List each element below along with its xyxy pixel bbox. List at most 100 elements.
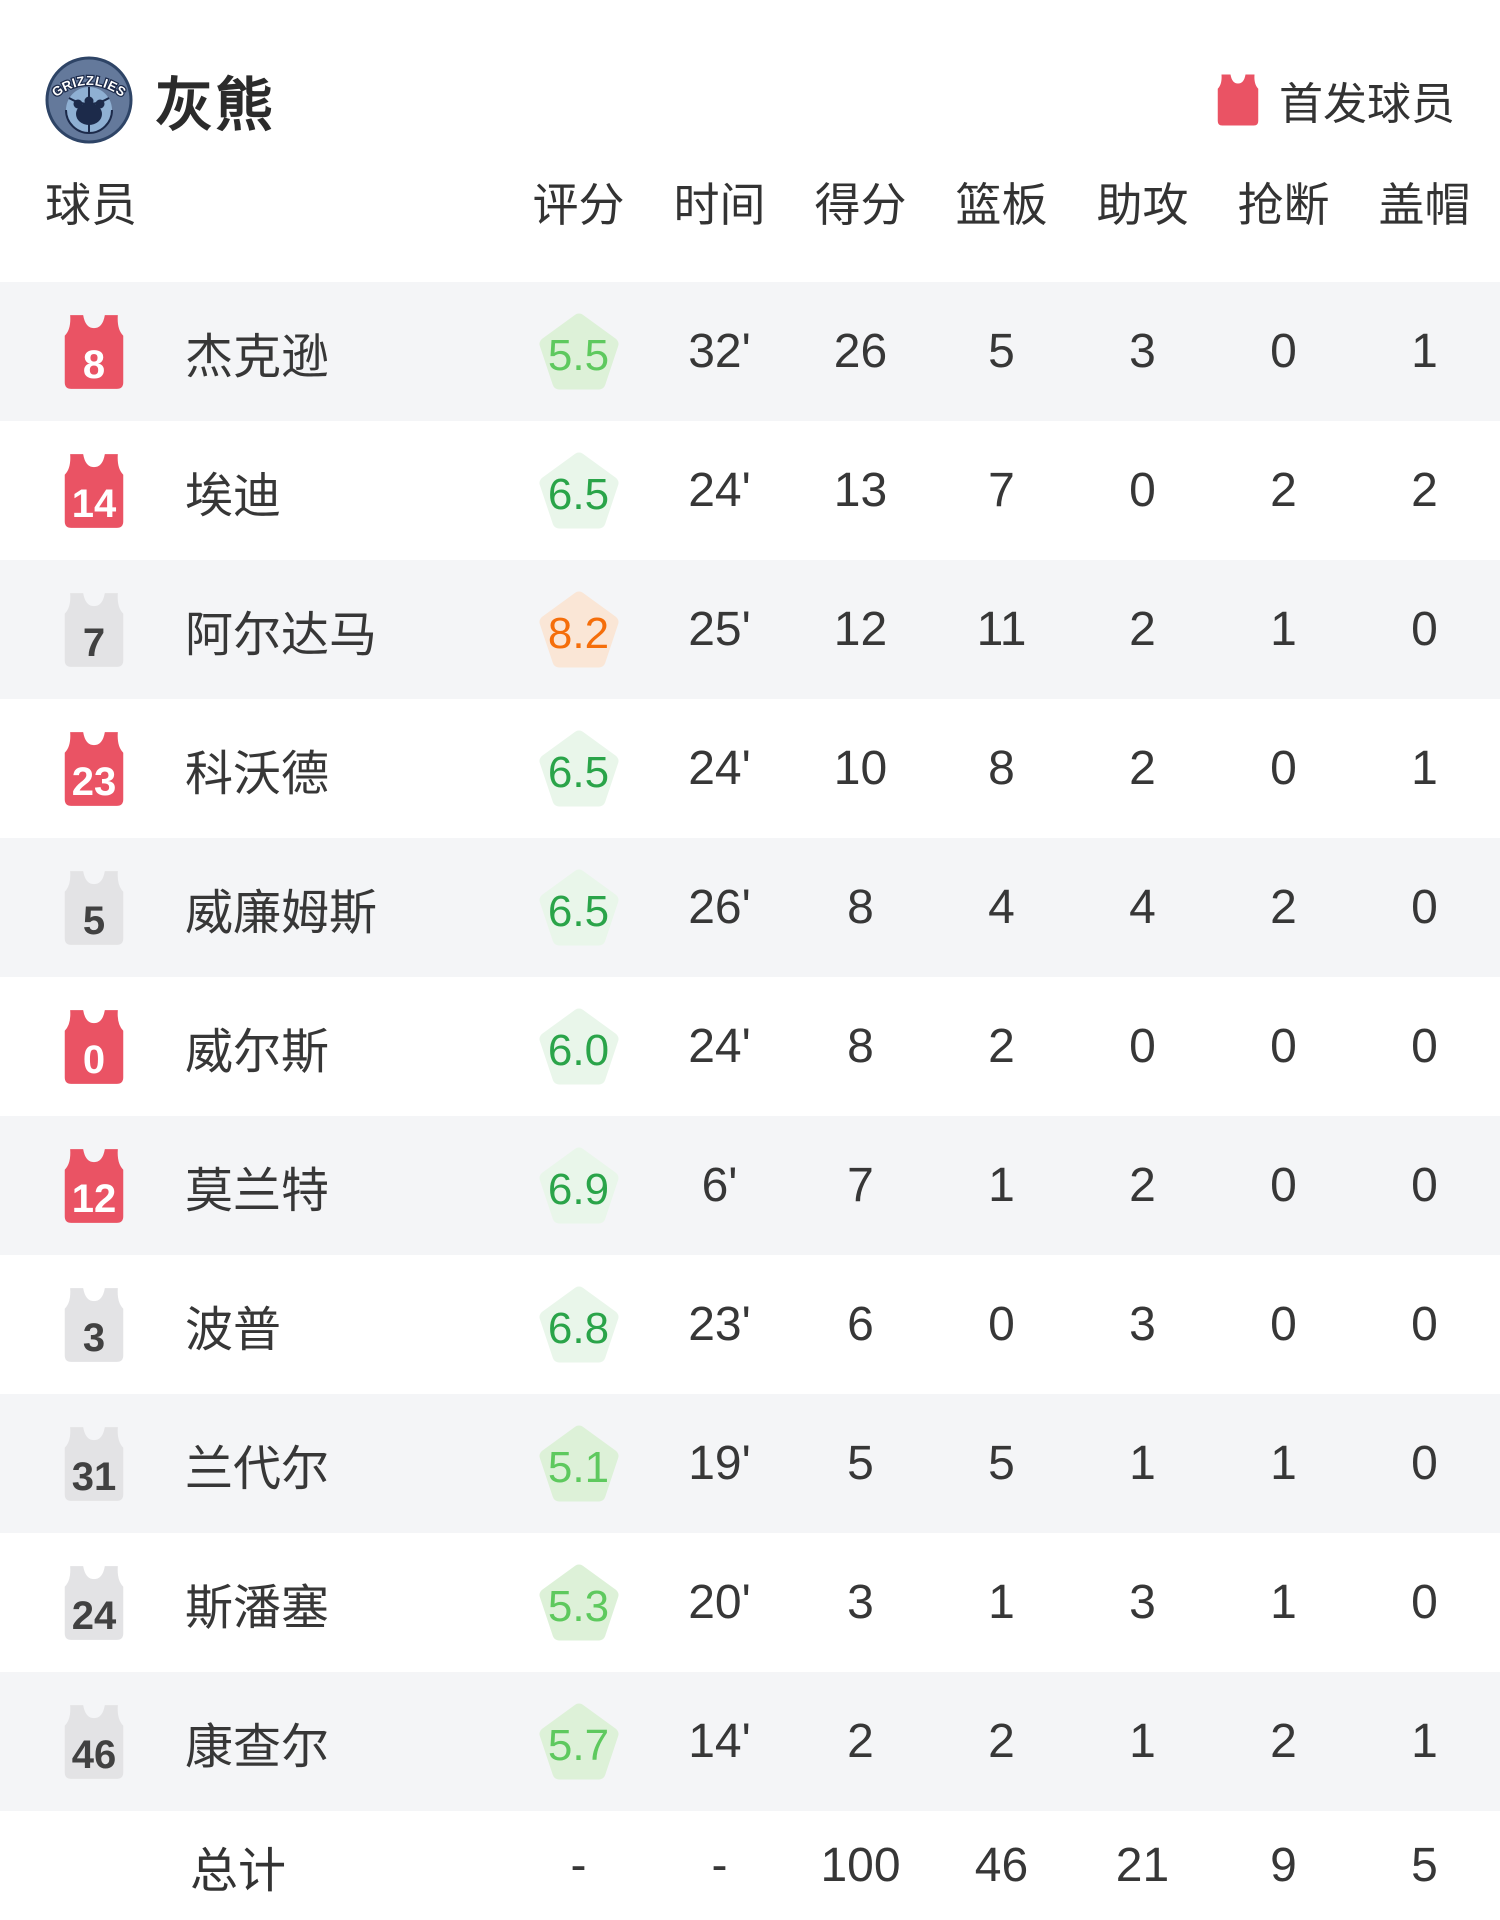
column-header-steals: 抢断 (1237, 179, 1330, 231)
stat-blocks: 0 (1411, 1159, 1438, 1212)
jersey-icon: 8 (61, 313, 127, 391)
rating-value: 6.9 (547, 1164, 610, 1214)
player-row[interactable]: 46 康查尔 5.7 14' 2 2 1 2 1 (0, 1672, 1500, 1811)
team-logo-icon: GRIZZLIES (45, 56, 133, 144)
jersey-icon: 24 (61, 1564, 127, 1642)
stat-steals: 0 (1270, 1298, 1297, 1351)
stat-assists: 0 (1129, 1020, 1156, 1073)
jersey-number: 0 (82, 1037, 106, 1082)
rating-value: 6.5 (547, 469, 610, 519)
stat-points: 12 (833, 603, 888, 656)
player-row[interactable]: 12 莫兰特 6.9 6' 7 1 2 0 0 (0, 1116, 1500, 1255)
player-row[interactable]: 0 威尔斯 6.0 24' 8 2 0 0 0 (0, 977, 1500, 1116)
stat-time: 25' (688, 603, 751, 656)
jersey-icon: 3 (61, 1286, 127, 1364)
rating-badge: 6.5 (539, 451, 619, 531)
rating-cell: 5.7 (508, 1702, 649, 1782)
player-row[interactable]: 5 威廉姆斯 6.5 26' 8 4 4 2 0 (0, 838, 1500, 977)
rating-cell: 6.8 (508, 1285, 649, 1365)
total-steals: 9 (1270, 1839, 1297, 1892)
rating-badge: 6.0 (539, 1007, 619, 1087)
starter-legend: 首发球员 (1215, 68, 1455, 132)
rating-value: 8.2 (547, 608, 610, 658)
player-name: 康查尔 (185, 1720, 330, 1774)
jersey-icon: 14 (61, 452, 127, 530)
player-row[interactable]: 24 斯潘塞 5.3 20' 3 1 3 1 0 (0, 1533, 1500, 1672)
stat-steals: 0 (1270, 1020, 1297, 1073)
column-header-points: 得分 (814, 179, 907, 231)
stat-rebounds: 2 (988, 1020, 1015, 1073)
rating-pentagon-icon (539, 313, 618, 389)
jersey-icon: 12 (61, 1147, 127, 1225)
stat-points: 8 (847, 1020, 874, 1073)
player-row[interactable]: 14 埃迪 6.5 24' 13 7 0 2 2 (0, 421, 1500, 560)
stat-steals: 0 (1270, 742, 1297, 795)
column-header-time: 时间 (673, 179, 766, 231)
column-header-blocks: 盖帽 (1378, 179, 1471, 231)
jersey-number: 12 (71, 1176, 117, 1221)
rating-badge: 5.5 (539, 312, 619, 392)
stat-assists: 2 (1129, 742, 1156, 795)
stat-steals: 1 (1270, 1576, 1297, 1629)
rating-pentagon-icon (539, 1286, 618, 1362)
player-name: 杰克逊 (185, 330, 330, 384)
player-cell: 24 斯潘塞 (45, 1564, 508, 1642)
rating-pentagon-icon (539, 869, 618, 945)
jersey-number: 3 (82, 1315, 106, 1360)
player-row[interactable]: 3 波普 6.8 23' 6 0 3 0 0 (0, 1255, 1500, 1394)
player-name: 科沃德 (185, 747, 330, 801)
stat-blocks: 0 (1411, 603, 1438, 656)
rating-pentagon-icon (539, 730, 618, 806)
stat-blocks: 0 (1411, 1298, 1438, 1351)
rating-badge: 8.2 (539, 590, 619, 670)
rating-cell: 6.9 (508, 1146, 649, 1226)
stat-blocks: 0 (1411, 881, 1438, 934)
player-row[interactable]: 31 兰代尔 5.1 19' 5 5 1 1 0 (0, 1394, 1500, 1533)
team-header: GRIZZLIES 灰熊 首发球员 (0, 0, 1500, 164)
rating-cell: 5.1 (508, 1424, 649, 1504)
rating-value: 5.3 (547, 1581, 610, 1631)
stat-assists: 1 (1129, 1715, 1156, 1768)
rating-pentagon-icon (539, 452, 618, 528)
stat-steals: 1 (1270, 1437, 1297, 1490)
rating-cell: 6.5 (508, 868, 649, 948)
stat-assists: 3 (1129, 325, 1156, 378)
player-name: 兰代尔 (185, 1442, 330, 1496)
player-cell: 23 科沃德 (45, 730, 508, 808)
player-cell: 7 阿尔达马 (45, 591, 508, 669)
stat-steals: 1 (1270, 603, 1297, 656)
jersey-icon: 31 (61, 1425, 127, 1503)
total-rating: - (570, 1839, 587, 1892)
player-cell: 14 埃迪 (45, 452, 508, 530)
jersey-number: 23 (71, 759, 117, 804)
stat-assists: 2 (1129, 1159, 1156, 1212)
stat-time: 14' (688, 1715, 751, 1768)
starter-legend-label: 首发球员 (1279, 80, 1455, 129)
jersey-icon: 46 (61, 1703, 127, 1781)
player-cell: 8 杰克逊 (45, 313, 508, 391)
stat-rebounds: 11 (976, 603, 1027, 656)
stat-time: 32' (688, 325, 751, 378)
stat-steals: 2 (1270, 1715, 1297, 1768)
player-row[interactable]: 8 杰克逊 5.5 32' 26 5 3 0 1 (0, 282, 1500, 421)
stat-time: 24' (688, 1020, 751, 1073)
player-row[interactable]: 7 阿尔达马 8.2 25' 12 11 2 1 0 (0, 560, 1500, 699)
stat-assists: 1 (1129, 1437, 1156, 1490)
player-row[interactable]: 23 科沃德 6.5 24' 10 8 2 0 1 (0, 699, 1500, 838)
totals-row: 总计 - - 100 46 21 9 5 (0, 1811, 1500, 1920)
total-time: - (711, 1839, 728, 1892)
column-header-player: 球员 (45, 179, 137, 231)
column-header-rebounds: 篮板 (955, 179, 1048, 231)
stat-steals: 2 (1270, 464, 1297, 517)
stat-time: 6' (701, 1159, 738, 1212)
rating-cell: 6.5 (508, 729, 649, 809)
total-points: 100 (820, 1839, 901, 1892)
stat-points: 7 (847, 1159, 874, 1212)
stat-rebounds: 8 (988, 742, 1015, 795)
rating-badge: 5.1 (539, 1424, 619, 1504)
rating-value: 5.7 (547, 1720, 610, 1770)
rating-badge: 6.9 (539, 1146, 619, 1226)
stat-blocks: 1 (1411, 325, 1438, 378)
player-name: 波普 (185, 1303, 282, 1357)
player-rows: 8 杰克逊 5.5 32' 26 5 3 0 1 (0, 282, 1500, 1811)
